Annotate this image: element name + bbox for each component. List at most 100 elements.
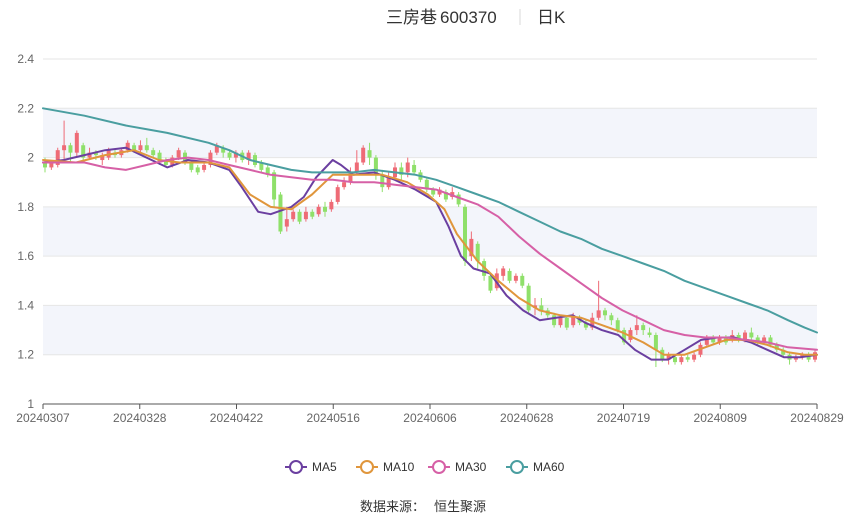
source-provider: 恒生聚源	[434, 499, 486, 514]
legend[interactable]: MA5 MA10 MA30 MA60	[285, 460, 565, 474]
candle-body	[208, 152, 213, 165]
gridlines	[43, 58, 817, 405]
candle	[622, 327, 627, 345]
candle	[793, 354, 798, 363]
candle-body	[329, 201, 334, 210]
candle-body	[373, 157, 378, 175]
x-tick-label: 20240516	[307, 411, 361, 425]
candle-body	[711, 337, 716, 343]
candle	[278, 192, 283, 234]
y-tick-label: 1.8	[17, 200, 34, 214]
candle	[583, 320, 588, 331]
candle-body	[552, 315, 557, 326]
candle-body	[781, 349, 786, 355]
candle-body	[303, 211, 308, 220]
candle-body	[43, 162, 47, 168]
candle-body	[233, 152, 238, 158]
candle-body	[189, 162, 194, 170]
candle	[361, 145, 366, 165]
candle-body	[641, 325, 646, 331]
candle-body	[221, 147, 226, 153]
legend-marker-icon	[289, 460, 303, 474]
x-axis: 20240307 20240328 20240422 20240516 20240606…	[16, 403, 844, 425]
title-period: 日K	[537, 8, 566, 27]
candle-body	[125, 142, 130, 151]
x-tick-label: 20240422	[210, 411, 264, 425]
candle-body	[62, 145, 67, 151]
candle-body	[259, 162, 264, 170]
candle-body	[692, 354, 697, 360]
candle-body	[399, 167, 404, 175]
y-tick-label: 1.2	[17, 348, 34, 362]
y-tick-label: 2.4	[17, 52, 34, 66]
candle-body	[316, 206, 321, 215]
candle-body	[386, 177, 391, 188]
candle-body	[679, 357, 684, 363]
candle	[367, 142, 372, 165]
background-bands	[43, 108, 817, 355]
candle-body	[253, 155, 257, 165]
candle	[386, 172, 391, 190]
candle	[291, 209, 296, 222]
candle	[475, 241, 480, 269]
chart-title: 三房巷 600370 日K	[386, 8, 566, 27]
candle-body	[571, 315, 576, 326]
candle	[100, 152, 105, 165]
legend-item-ma30[interactable]: MA30	[428, 460, 487, 474]
candle-body	[335, 187, 340, 202]
data-source: 数据来源： 恒生聚源	[360, 499, 486, 514]
candle-body	[615, 320, 620, 331]
candle-body	[603, 310, 607, 316]
candle-body	[762, 337, 767, 343]
candle	[424, 177, 429, 193]
candle	[202, 162, 207, 173]
candle	[151, 147, 156, 158]
candle	[399, 162, 404, 180]
candle-body	[202, 164, 207, 170]
candle-body	[176, 150, 181, 158]
candle	[55, 147, 60, 168]
candle-body	[717, 337, 722, 343]
ma-line-ma30	[42, 156, 818, 351]
candle	[284, 206, 289, 232]
candle	[227, 150, 232, 161]
candle-body	[431, 189, 436, 195]
candle	[380, 169, 385, 193]
candle-body	[628, 330, 633, 340]
legend-item-ma60[interactable]: MA60	[506, 460, 565, 474]
legend-item-ma5[interactable]: MA5	[285, 460, 337, 474]
candle	[685, 354, 690, 363]
candle	[513, 273, 518, 284]
candle-body	[494, 273, 499, 289]
candle-body	[793, 357, 798, 360]
candle	[246, 150, 251, 165]
candle	[552, 312, 557, 328]
candle	[692, 352, 697, 363]
candle-body	[272, 172, 277, 200]
candle-body	[653, 335, 658, 350]
candle-body	[354, 162, 359, 173]
candle	[679, 354, 684, 365]
title-stock-name: 三房巷	[386, 8, 437, 27]
candle	[520, 273, 525, 289]
candle-body	[227, 152, 232, 158]
candle-body	[475, 243, 480, 262]
candle-body	[151, 150, 156, 156]
candle-body	[443, 192, 448, 200]
candle	[335, 184, 340, 205]
candle-body	[469, 238, 474, 257]
legend-label: MA10	[383, 460, 415, 474]
candle-body	[596, 310, 601, 318]
candle-body	[163, 160, 168, 165]
candle-body	[609, 315, 614, 321]
candle-body	[437, 189, 442, 195]
candle-body	[87, 152, 92, 158]
legend-label: MA5	[312, 460, 337, 474]
candle	[469, 231, 474, 262]
candle	[488, 273, 493, 294]
legend-item-ma10[interactable]: MA10	[356, 460, 415, 474]
candle-body	[634, 325, 639, 331]
candle	[437, 187, 442, 197]
candle-body	[622, 330, 627, 343]
candle-body	[138, 145, 143, 151]
